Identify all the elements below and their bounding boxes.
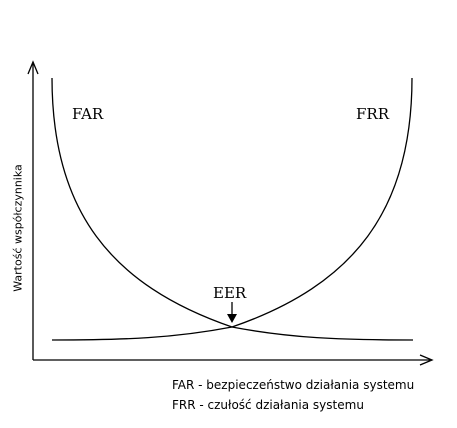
y-axis-arrow xyxy=(27,60,39,75)
legend-far: FAR - bezpieczeństwo działania systemu xyxy=(172,378,415,392)
frr-label: FRR xyxy=(356,105,389,123)
legend-frr: FRR - czułość działania systemu xyxy=(172,398,364,412)
eer-label: EER xyxy=(213,284,247,302)
y-axis-label: Wartość współczynnika xyxy=(11,164,25,292)
frr-curve xyxy=(51,77,413,341)
far-curve xyxy=(51,77,414,341)
x-axis-arrow xyxy=(419,354,434,366)
far-label: FAR xyxy=(72,105,104,123)
eer-arrowhead xyxy=(227,314,237,323)
